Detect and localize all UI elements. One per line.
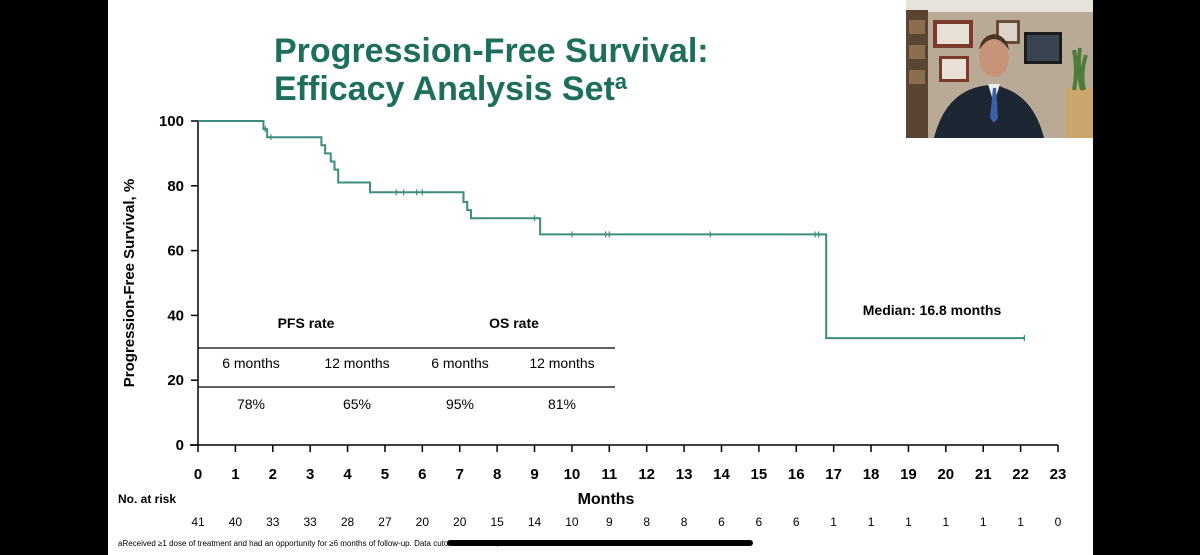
at-risk-count: 15 (490, 515, 504, 529)
at-risk-count: 0 (1055, 515, 1062, 529)
at-risk-count: 1 (905, 515, 912, 529)
footnote: aReceived ≥1 dose of treatment and had a… (118, 539, 521, 548)
y-tick-label: 40 (167, 307, 184, 324)
at-risk-count: 6 (756, 515, 763, 529)
x-tick-label: 16 (788, 466, 805, 483)
at-risk-count: 28 (341, 515, 355, 529)
x-tick-label: 17 (825, 466, 842, 483)
y-ticks: 0 20 40 60 80 100 (159, 113, 198, 454)
at-risk-count: 9 (606, 515, 613, 529)
home-indicator-bar (447, 540, 753, 546)
rate-header: 12 months (324, 355, 389, 371)
rate-value: 65% (343, 396, 371, 412)
x-tick-label: 4 (343, 466, 352, 483)
rate-table: PFS rate OS rate 6 months 12 months 6 mo… (198, 315, 615, 412)
survival-curve (198, 120, 1025, 340)
at-risk-count: 6 (718, 515, 725, 529)
at-risk-count: 20 (416, 515, 430, 529)
rate-group-pfs: PFS rate (278, 315, 335, 331)
x-tick-label: 8 (493, 466, 501, 483)
title-line-2-text: Efficacy Analysis Set (274, 70, 615, 108)
survival-curve-line (198, 120, 1025, 340)
y-axis-title: Progression-Free Survival, % (121, 179, 138, 387)
at-risk-count: 40 (229, 515, 243, 529)
x-tick-label: 11 (601, 466, 617, 483)
at-risk-count: 1 (868, 515, 875, 529)
title-line-2: Efficacy Analysis Seta (274, 70, 709, 108)
median-annotation: Median: 16.8 months (863, 302, 1002, 318)
rate-header: 6 months (222, 355, 280, 371)
at-risk-row: 41 40 33 33 28 27 20 20 15 14 10 9 8 8 6 6 6 1 1 1 1 1 1 0 (191, 515, 1061, 529)
presenter-video (906, 0, 1093, 138)
title-superscript: a (614, 69, 628, 94)
x-tick-label: 20 (937, 466, 954, 483)
x-tick-label: 9 (530, 466, 538, 483)
at-risk-count: 1 (830, 515, 837, 529)
y-tick-label: 100 (159, 113, 184, 130)
x-axis-title: Months (578, 491, 635, 508)
x-tick-label: 10 (564, 466, 581, 483)
at-risk-count: 1 (1017, 515, 1024, 529)
slide-title: Progression-Free Survival: Efficacy Anal… (274, 32, 709, 108)
x-tick-label: 21 (975, 466, 992, 483)
x-tick-label: 15 (751, 466, 768, 483)
at-risk-count: 8 (643, 515, 650, 529)
rate-value: 81% (548, 396, 576, 412)
at-risk-count: 1 (942, 515, 949, 529)
y-tick-label: 80 (167, 178, 184, 195)
rate-header: 6 months (431, 355, 489, 371)
x-tick-label: 7 (456, 466, 464, 483)
x-tick-label: 0 (194, 466, 202, 483)
x-tick-label: 12 (638, 466, 655, 483)
x-tick-label: 18 (863, 466, 880, 483)
presenter-video-image (906, 0, 1093, 138)
y-tick-label: 20 (167, 372, 184, 389)
rate-value: 95% (446, 396, 474, 412)
at-risk-count: 14 (528, 515, 542, 529)
x-tick-label: 13 (676, 466, 693, 483)
rate-group-os: OS rate (489, 315, 539, 331)
rate-value: 78% (237, 396, 265, 412)
rate-header: 12 months (529, 355, 594, 371)
x-tick-label: 19 (900, 466, 917, 483)
at-risk-count: 41 (191, 515, 205, 529)
y-tick-label: 0 (176, 437, 184, 454)
x-tick-label: 3 (306, 466, 314, 483)
at-risk-count: 6 (793, 515, 800, 529)
title-line-1: Progression-Free Survival: (274, 32, 709, 70)
at-risk-count: 27 (378, 515, 392, 529)
x-ticks: 0 1 2 3 4 5 6 7 8 9 10 11 12 13 14 15 16 17 18 19 20 21 22 23 (194, 445, 1067, 483)
at-risk-count: 1 (980, 515, 987, 529)
at-risk-count: 33 (266, 515, 280, 529)
at-risk-count: 8 (681, 515, 688, 529)
x-tick-label: 5 (381, 466, 389, 483)
at-risk-count: 33 (303, 515, 317, 529)
y-tick-label: 60 (167, 243, 184, 260)
x-tick-label: 6 (418, 466, 426, 483)
x-tick-label: 2 (269, 466, 277, 483)
x-tick-label: 14 (713, 466, 730, 483)
at-risk-label: No. at risk (118, 492, 176, 506)
at-risk-count: 10 (565, 515, 579, 529)
x-tick-label: 23 (1050, 466, 1067, 483)
x-tick-label: 1 (231, 466, 239, 483)
censor-marks (264, 126, 1025, 342)
at-risk-count: 20 (453, 515, 467, 529)
x-tick-label: 22 (1012, 466, 1029, 483)
